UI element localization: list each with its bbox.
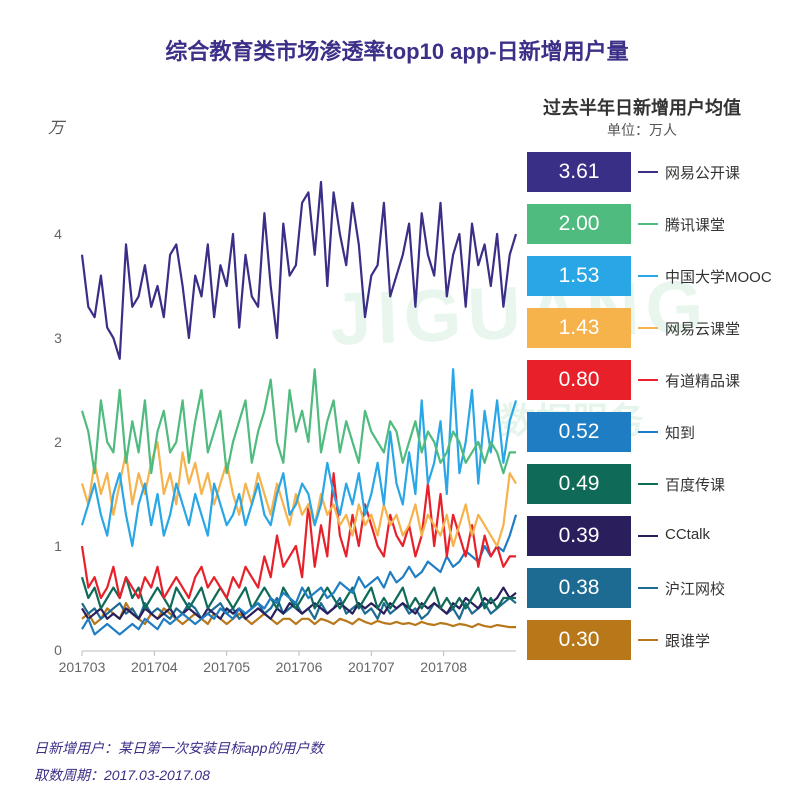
legend-average-value: 0.30 — [527, 620, 631, 660]
legend-title: 过去半年日新增用户均值 — [543, 98, 741, 118]
series-line-3 — [80, 368, 518, 548]
legend-item: 0.30 跟谁学 — [527, 620, 787, 660]
chart-title: 综合教育类市场渗透率top10 app-日新增用户量 — [165, 39, 629, 64]
series-line-6 — [81, 514, 518, 636]
legend-average-value: 1.53 — [527, 256, 631, 296]
x-tick-label: 201708 — [420, 659, 467, 675]
legend-line-swatch — [638, 535, 658, 537]
series-line-8 — [81, 586, 517, 620]
y-tick-label: 3 — [54, 330, 62, 346]
x-tick-label: 201704 — [131, 659, 178, 675]
y-tick-label: 2 — [54, 434, 62, 450]
series-line-1 — [80, 180, 518, 360]
period-note: 取数周期：2017.03-2017.08 — [34, 767, 210, 783]
y-axis-unit-label: 万 — [48, 120, 67, 137]
legend-series-name: 知到 — [665, 425, 696, 442]
legend-item: 2.00 腾讯课堂 — [527, 204, 787, 244]
legend-line-swatch — [638, 223, 658, 225]
legend-line-swatch — [638, 275, 658, 277]
legend-line-swatch — [638, 483, 658, 485]
legend-item: 1.43 网易云课堂 — [527, 308, 787, 348]
legend-average-value: 3.61 — [527, 152, 631, 192]
legend-average-value: 0.38 — [527, 568, 631, 608]
legend-series-name: CCtalk — [665, 526, 711, 543]
legend-series-name: 网易公开课 — [665, 165, 741, 182]
legend-item: 0.39 CCtalk — [527, 516, 787, 556]
x-tick-label: 201706 — [276, 659, 323, 675]
series-line-2 — [80, 368, 516, 475]
series-line-7 — [80, 576, 516, 610]
legend-average-value: 1.43 — [527, 308, 631, 348]
x-tick-label: 201707 — [348, 659, 395, 675]
y-tick-label: 4 — [54, 226, 62, 242]
legend-series-name: 中国大学MOOC — [665, 269, 772, 286]
legend-item: 0.80 有道精品课 — [527, 360, 787, 400]
legend-line-swatch — [638, 327, 658, 329]
legend-line-swatch — [638, 639, 658, 641]
legend-item: 0.38 沪江网校 — [527, 568, 787, 608]
y-tick-label: 1 — [54, 538, 62, 554]
legend-series-name: 网易云课堂 — [665, 321, 741, 338]
legend-item: 1.53 中国大学MOOC — [527, 256, 787, 296]
legend-item: 3.61 网易公开课 — [527, 152, 787, 192]
legend-line-swatch — [638, 379, 658, 381]
legend-average-value: 0.80 — [527, 360, 631, 400]
legend-item: 0.52 知到 — [527, 412, 787, 452]
x-tick-label: 201705 — [203, 659, 250, 675]
legend-series-name: 沪江网校 — [665, 581, 726, 598]
legend-average-value: 0.49 — [527, 464, 631, 504]
x-tick-label: 201703 — [59, 659, 106, 675]
legend-line-swatch — [638, 171, 658, 173]
y-tick-label: 0 — [54, 642, 62, 658]
legend-item: 0.49 百度传课 — [527, 464, 787, 504]
legend-series-name: 腾讯课堂 — [665, 217, 726, 234]
definition-note: 日新增用户：某日第一次安装目标app的用户数 — [34, 740, 324, 756]
legend-average-value: 2.00 — [527, 204, 631, 244]
legend-series-name: 百度传课 — [665, 477, 726, 494]
legend-series-name: 跟谁学 — [665, 633, 711, 650]
legend-line-swatch — [638, 431, 658, 433]
legend-series-name: 有道精品课 — [665, 373, 741, 390]
legend-line-swatch — [638, 587, 658, 589]
legend-average-value: 0.52 — [527, 412, 631, 452]
legend-average-value: 0.39 — [527, 516, 631, 556]
legend-unit: 单位：万人 — [607, 122, 677, 138]
